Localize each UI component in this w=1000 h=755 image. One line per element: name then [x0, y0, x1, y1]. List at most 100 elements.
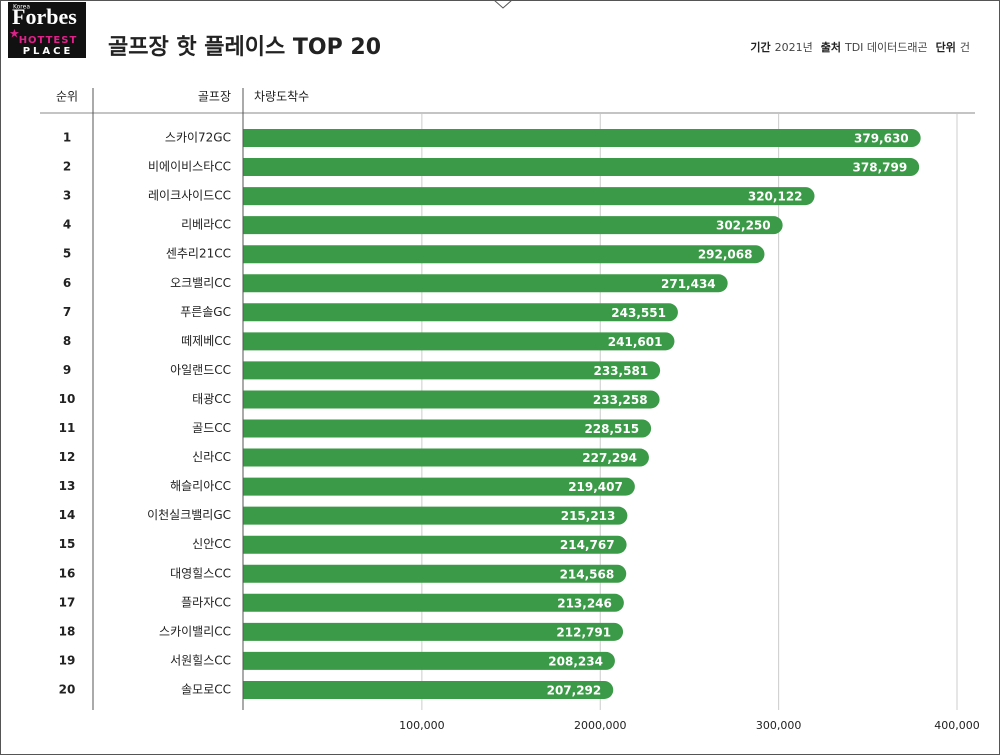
- rank: 7: [63, 305, 71, 319]
- value-label: 212,791: [556, 625, 611, 639]
- bar: [243, 187, 815, 206]
- category-label: 솔모로CC: [181, 682, 231, 696]
- value-label: 320,122: [748, 190, 803, 204]
- value-label: 219,407: [568, 480, 623, 494]
- bar: [243, 564, 627, 583]
- bar: [243, 361, 661, 380]
- category-label: 서원힐스CC: [170, 653, 231, 667]
- meta-label: 단위: [936, 40, 956, 54]
- value-label: 379,630: [854, 132, 909, 146]
- rank: 8: [63, 334, 71, 348]
- logo-badge: HOTTEST: [19, 35, 78, 46]
- value-label: 227,294: [582, 451, 637, 465]
- value-label: 292,068: [698, 248, 753, 262]
- bar: [243, 622, 624, 641]
- rank: 16: [59, 566, 76, 580]
- value-label: 271,434: [661, 277, 716, 291]
- column-header: 순위: [56, 90, 78, 104]
- value-label: 207,292: [547, 683, 602, 697]
- bar: [243, 390, 660, 409]
- rank: 1: [63, 131, 71, 145]
- logo-box: [8, 2, 86, 58]
- rank: 18: [59, 624, 76, 638]
- column-header: 차량도착수: [254, 90, 309, 104]
- x-tick-label: 400,000: [934, 719, 980, 732]
- chart-title: 골프장 핫 플레이스 TOP 20: [108, 35, 381, 60]
- notch: [493, 0, 513, 9]
- meta-label: 출처: [821, 40, 841, 54]
- category-label: 해슬리아CC: [170, 479, 231, 493]
- rank: 4: [63, 218, 71, 232]
- bar: [243, 419, 652, 438]
- bar: [243, 303, 678, 322]
- bar: [243, 274, 728, 293]
- logo-name: Forbes: [12, 4, 77, 29]
- category-label: 태광CC: [192, 392, 231, 406]
- meta-text: 건: [960, 41, 970, 54]
- value-label: 243,551: [611, 306, 666, 320]
- category-label: 오크밸리CC: [170, 276, 231, 290]
- category-label: 센추리21CC: [166, 247, 231, 261]
- category-label: 레이크사이드CC: [148, 189, 231, 203]
- rank: 9: [63, 363, 71, 377]
- category-label: 푸른솔GC: [180, 305, 231, 319]
- bar: [243, 593, 624, 612]
- rank: 5: [63, 247, 71, 261]
- rank: 2: [63, 160, 71, 174]
- bar: [243, 448, 649, 467]
- category-label: 신안CC: [192, 537, 231, 551]
- meta: 기간 2021년 출처 TDI 데이터드래곤 단위 건: [750, 40, 970, 54]
- bar: [243, 680, 614, 699]
- category-label: 아일랜드CC: [170, 363, 231, 377]
- column-header: 골프장: [198, 90, 231, 104]
- x-tick-label: 100,000: [399, 719, 445, 732]
- rank: 14: [59, 508, 76, 522]
- x-tick-label: 300,000: [756, 719, 802, 732]
- value-label: 378,799: [853, 161, 908, 175]
- value-label: 241,601: [608, 335, 663, 349]
- meta-text: TDI 데이터드래곤: [844, 41, 928, 54]
- meta-label: 기간: [750, 40, 770, 54]
- category-label: 플라자CC: [181, 595, 231, 609]
- value-label: 302,250: [716, 219, 771, 233]
- category-label: 신라CC: [192, 450, 231, 464]
- bar: [243, 651, 615, 670]
- rank: 19: [59, 653, 76, 667]
- value-label: 228,515: [584, 422, 639, 436]
- bar: [243, 158, 920, 177]
- rank: 13: [59, 479, 76, 493]
- category-label: 리베라CC: [181, 218, 231, 232]
- bar: [243, 245, 765, 264]
- meta-text: 2021년: [775, 41, 813, 54]
- rank: 20: [59, 682, 76, 696]
- rank: 17: [59, 595, 76, 609]
- rank: 15: [59, 537, 76, 551]
- logo-star: ★: [9, 27, 20, 41]
- value-label: 233,258: [593, 393, 648, 407]
- bar: [243, 129, 921, 147]
- category-label: 스카이72GC: [165, 131, 231, 145]
- bar: [243, 535, 627, 554]
- category-label: 떼제베CC: [181, 334, 231, 348]
- logo-edition: Korea: [13, 4, 30, 11]
- value-label: 213,246: [557, 596, 612, 610]
- category-label: 대영힐스CC: [170, 566, 231, 580]
- rank: 6: [63, 276, 71, 290]
- rank: 3: [63, 189, 71, 203]
- value-label: 214,767: [560, 538, 615, 552]
- bar: [243, 332, 675, 351]
- x-tick-label: 2000,000: [574, 719, 627, 732]
- bar: [243, 216, 783, 235]
- bar: [243, 506, 628, 525]
- category-label: 비에이비스타CC: [148, 160, 231, 174]
- value-label: 215,213: [561, 509, 616, 523]
- category-label: 골드CC: [192, 421, 231, 435]
- rank: 12: [59, 450, 76, 464]
- category-label: 스카이밸리CC: [159, 624, 231, 638]
- logo-badge: PLACE: [23, 46, 74, 57]
- category-label: 이천실크밸리GC: [147, 507, 231, 522]
- value-label: 214,568: [560, 567, 615, 581]
- value-label: 233,581: [593, 364, 648, 378]
